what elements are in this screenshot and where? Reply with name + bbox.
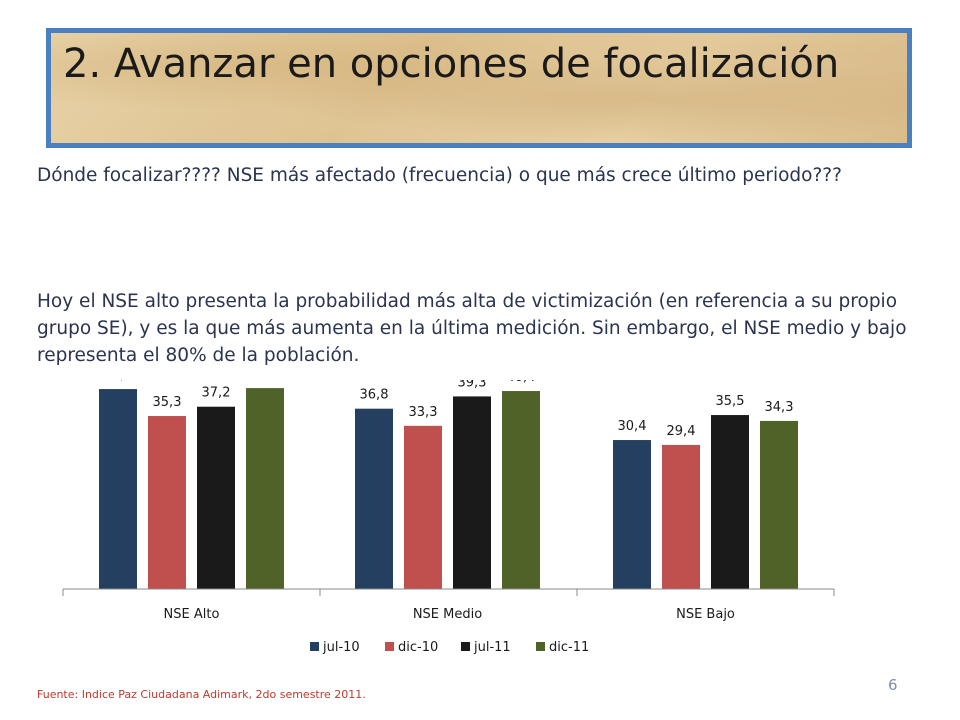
bar	[404, 425, 442, 589]
data-label: 33,3	[409, 405, 438, 420]
bar	[711, 415, 749, 589]
bar-chart: 40,8 35,3 37,2 41,0 36,8 33,3 39,3 40,4 30,4 29,4…	[62, 380, 835, 655]
bar	[613, 440, 651, 589]
legend: jul-10 dic-10 jul-11 dic-11	[310, 640, 589, 655]
category-label: NSE Alto	[164, 607, 220, 622]
legend-label: dic-10	[398, 640, 438, 655]
page-number: 6	[888, 676, 898, 694]
data-label: 40,8	[104, 380, 133, 383]
category-labels-group: NSE Alto NSE Medio NSE Bajo	[164, 607, 735, 622]
data-label: 37,2	[202, 386, 231, 401]
legend-swatch	[385, 642, 394, 651]
bar	[502, 391, 540, 589]
data-label: 41,0	[251, 380, 280, 382]
data-label: 40,4	[507, 380, 536, 385]
data-label: 36,8	[360, 388, 389, 403]
category-label: NSE Bajo	[676, 607, 735, 622]
legend-label: jul-10	[322, 640, 360, 655]
bar	[355, 408, 393, 589]
finding-paragraph: Hoy el NSE alto presenta la probabilidad…	[37, 291, 907, 366]
question-paragraph: Dónde focalizar???? NSE más afectado (fr…	[37, 165, 842, 186]
data-label: 35,3	[153, 395, 182, 410]
legend-swatch	[536, 642, 545, 651]
bar	[453, 396, 491, 589]
bar	[99, 389, 137, 589]
slide-title: 2. Avanzar en opciones de focalización	[63, 41, 840, 87]
bar	[662, 444, 700, 589]
bar	[148, 416, 186, 589]
bar	[760, 420, 798, 589]
source-note: Fuente: Indice Paz Ciudadana Adimark, 2d…	[37, 688, 366, 701]
data-label: 35,5	[716, 394, 745, 409]
value-labels-group: 40,8 35,3 37,2 41,0 36,8 33,3 39,3 40,4 30,4 29,4…	[104, 380, 794, 439]
bar	[197, 406, 235, 589]
legend-label: jul-11	[473, 640, 511, 655]
bar	[246, 388, 284, 589]
bars-group	[99, 388, 798, 589]
data-label: 39,3	[458, 380, 487, 390]
category-label: NSE Medio	[413, 607, 482, 622]
data-label: 34,3	[765, 400, 794, 415]
title-box: 2. Avanzar en opciones de focalización	[46, 28, 912, 148]
data-label: 29,4	[667, 424, 696, 439]
data-label: 30,4	[618, 419, 647, 434]
x-axis-ticks	[62, 589, 835, 596]
legend-swatch	[310, 642, 319, 651]
legend-label: dic-11	[549, 640, 589, 655]
legend-swatch	[461, 642, 470, 651]
